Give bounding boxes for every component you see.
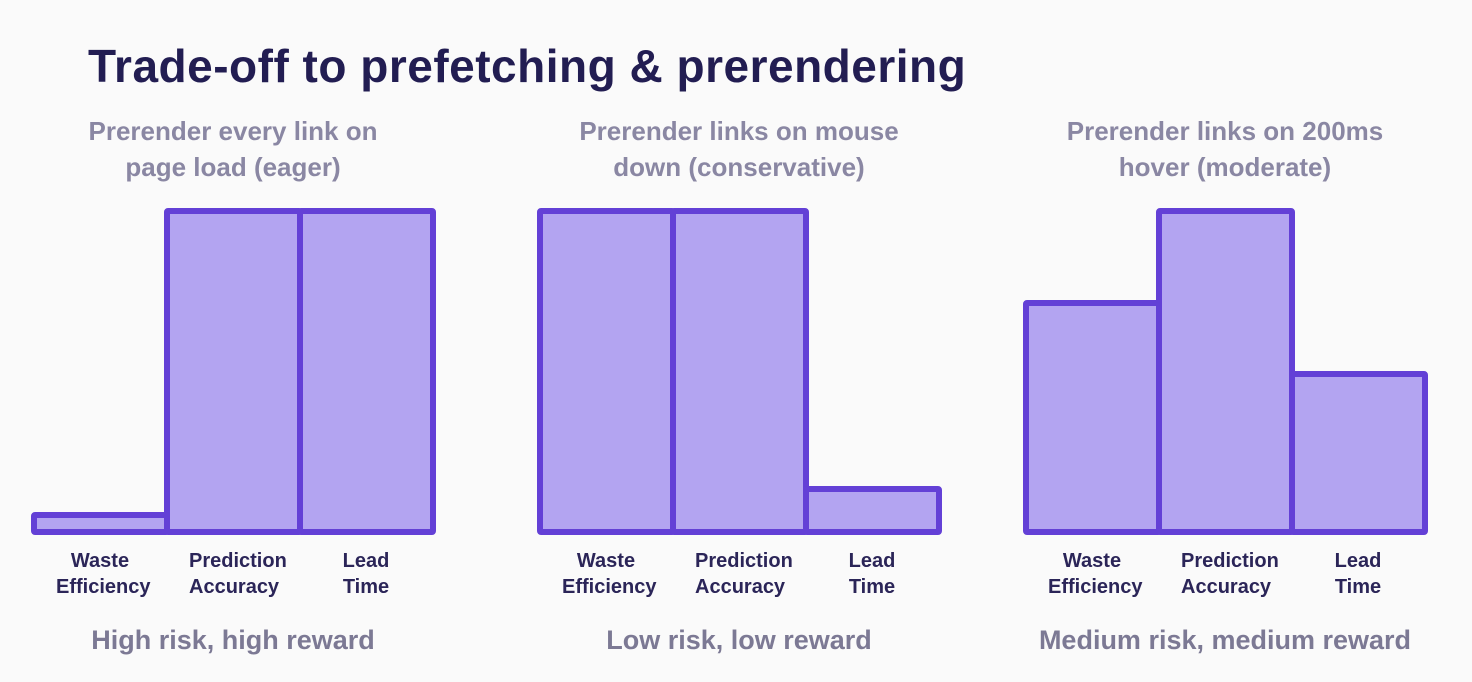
risk-reward-caption: Medium risk, medium reward — [1038, 625, 1412, 655]
bar-waste-efficiency — [536, 208, 676, 535]
category-labels: Waste Efficiency Prediction Accuracy Lead … — [26, 548, 440, 600]
category-label-lead-time: Lead Time — [848, 550, 896, 598]
category-label-cell: Waste Efficiency — [1023, 548, 1162, 600]
slide-title: Trade-off to prefetching & prerendering — [88, 39, 967, 92]
chart-column-2: Prerender links on mouse down (conservat… — [532, 0, 946, 682]
chart-header-text: Prerender links on mouse down (conservat… — [579, 116, 899, 182]
category-label-cell: Lead Time — [1289, 548, 1428, 600]
category-label-cell: Lead Time — [803, 548, 942, 600]
category-label-lead-time: Lead Time — [1334, 550, 1382, 598]
bar-prediction-accuracy — [1155, 208, 1295, 535]
category-label-cell: Waste Efficiency — [31, 548, 170, 600]
category-label-waste-efficiency: Waste Efficiency — [562, 550, 657, 598]
bar-plot — [532, 208, 946, 535]
category-label-lead-time: Lead Time — [342, 550, 390, 598]
chart-header: Prerender links on mouse down (conservat… — [532, 113, 946, 185]
category-label-prediction-accuracy: Prediction Accuracy — [1181, 550, 1279, 598]
chart-column-3: Prerender links on 200ms hover (moderate… — [1018, 0, 1432, 682]
bar-lead-time — [1288, 371, 1428, 535]
category-label-cell: Prediction Accuracy — [164, 548, 303, 600]
bar-prediction-accuracy — [163, 208, 303, 535]
risk-reward-caption: Low risk, low reward — [606, 625, 872, 655]
chart-header: Prerender every link on page load (eager… — [26, 113, 440, 185]
chart-header-text: Prerender every link on page load (eager… — [88, 116, 378, 182]
risk-reward-caption: High risk, high reward — [91, 625, 375, 655]
category-label-prediction-accuracy: Prediction Accuracy — [695, 550, 793, 598]
chart-header: Prerender links on 200ms hover (moderate… — [1018, 113, 1432, 185]
category-label-waste-efficiency: Waste Efficiency — [56, 550, 151, 598]
bar-plot — [26, 208, 440, 535]
bar-plot — [1018, 208, 1432, 535]
category-labels: Waste Efficiency Prediction Accuracy Lead … — [532, 548, 946, 600]
bar-lead-time — [296, 208, 436, 535]
bar-waste-efficiency — [1022, 300, 1162, 535]
bar-prediction-accuracy — [669, 208, 809, 535]
category-label-cell: Lead Time — [297, 548, 436, 600]
chart-column-1: Prerender every link on page load (eager… — [26, 0, 440, 682]
category-label-cell: Waste Efficiency — [537, 548, 676, 600]
bar-waste-efficiency — [30, 512, 170, 535]
chart-header-text: Prerender links on 200ms hover (moderate… — [1066, 116, 1384, 182]
category-label-cell: Prediction Accuracy — [1156, 548, 1295, 600]
category-label-cell: Prediction Accuracy — [670, 548, 809, 600]
bar-lead-time — [802, 486, 942, 535]
category-label-prediction-accuracy: Prediction Accuracy — [189, 550, 287, 598]
category-labels: Waste Efficiency Prediction Accuracy Lead … — [1018, 548, 1432, 600]
category-label-waste-efficiency: Waste Efficiency — [1048, 550, 1143, 598]
